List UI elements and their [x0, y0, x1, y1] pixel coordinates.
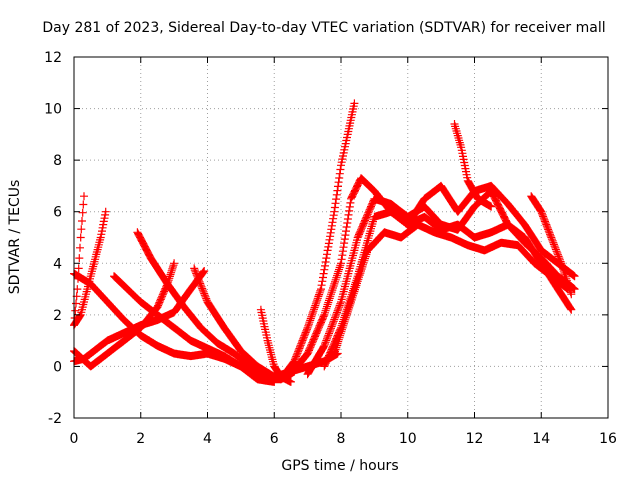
series-markers: [110, 272, 279, 384]
series-arc-a: [70, 192, 88, 330]
x-tick-label: 8: [337, 431, 346, 447]
series-arc-l: [303, 187, 579, 379]
series-markers: [527, 192, 576, 299]
x-tick-label: 0: [70, 431, 79, 447]
y-tick-label: 6: [53, 205, 62, 221]
y-tick-label: 10: [44, 102, 62, 118]
x-tick-label: 6: [270, 431, 279, 447]
x-tick-label: 2: [136, 431, 145, 447]
series-arc-p: [527, 192, 576, 299]
y-tick-label: -2: [48, 411, 62, 427]
series-arc-j: [276, 99, 359, 384]
y-tick-label: 0: [53, 359, 62, 375]
series-arc-n: [330, 220, 572, 358]
x-tick-label: 16: [599, 431, 617, 447]
y-tick-label: 2: [53, 308, 62, 324]
series-markers: [330, 220, 572, 358]
y-tick-label: 12: [44, 50, 62, 66]
series-markers: [450, 120, 496, 211]
axis-ticks: 0 2 4 6 8 10 12 14 16 -2 0 2 4 6 8 10 12: [44, 50, 617, 447]
series-markers: [276, 99, 359, 384]
x-tick-label: 10: [399, 431, 417, 447]
data-points: [70, 99, 579, 386]
chart-title: Day 281 of 2023, Sidereal Day-to-day VTE…: [42, 20, 605, 36]
y-axis-label: SDTVAR / TECUs: [7, 180, 23, 295]
series-arc-o: [450, 120, 496, 211]
x-tick-label: 4: [203, 431, 212, 447]
x-tick-label: 12: [466, 431, 484, 447]
y-tick-label: 8: [53, 153, 62, 169]
x-axis-label: GPS time / hours: [281, 458, 398, 474]
x-tick-label: 14: [532, 431, 550, 447]
y-tick-label: 4: [53, 256, 62, 272]
series-markers: [70, 192, 88, 330]
series-arc-f: [110, 272, 279, 384]
series-markers: [303, 187, 579, 379]
